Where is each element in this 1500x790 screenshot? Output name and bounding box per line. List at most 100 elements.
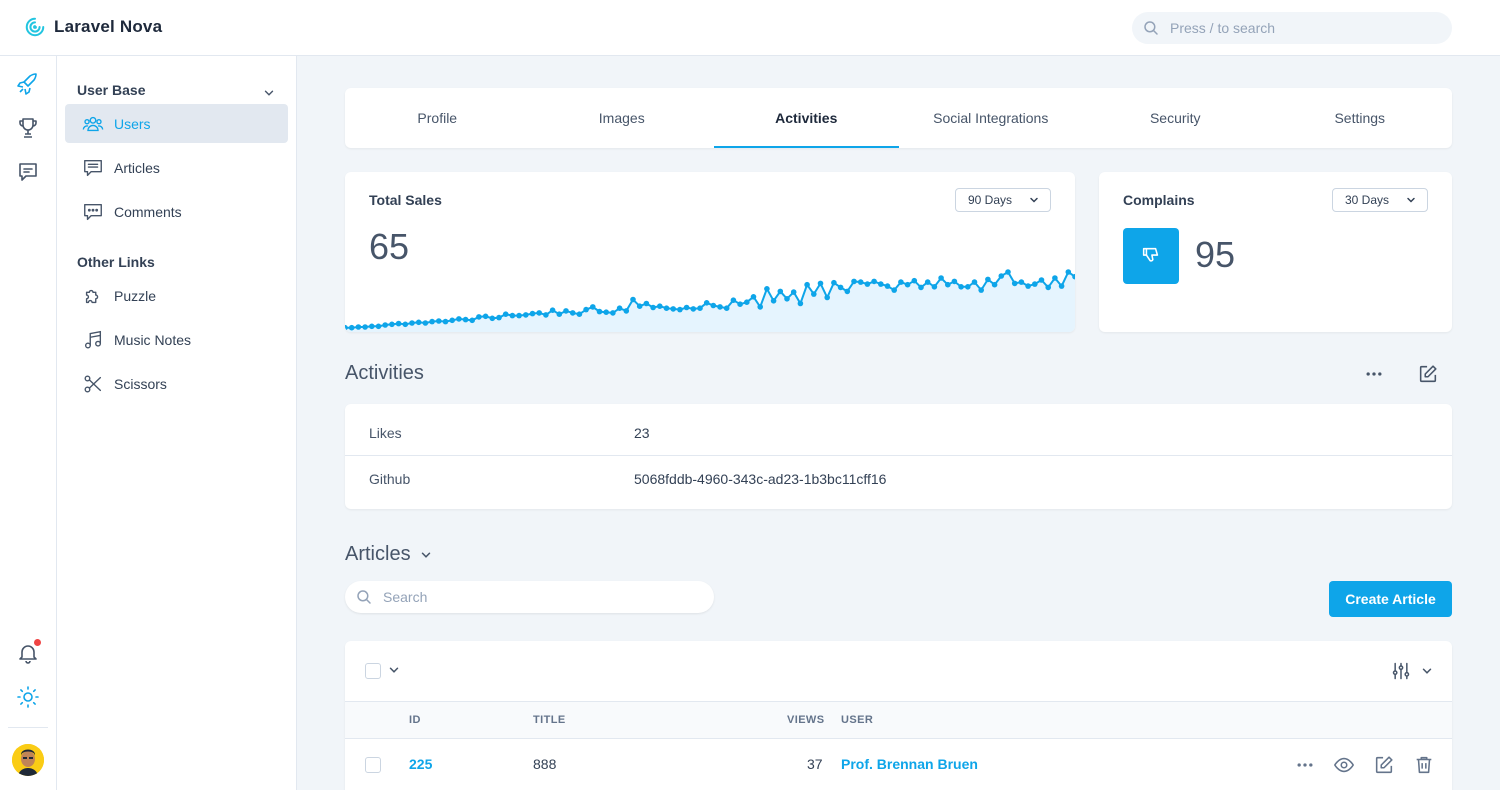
articles-heading[interactable]: Articles [345, 543, 433, 566]
tab-profile[interactable]: Profile [417, 110, 458, 126]
sales-point [1011, 280, 1018, 287]
filter-sliders-icon[interactable] [1391, 661, 1411, 681]
rail-divider [8, 727, 48, 728]
sales-point [382, 322, 388, 328]
articles-search[interactable] [345, 581, 714, 613]
sidebar-item-music-notes[interactable]: Music Notes [65, 320, 288, 359]
sales-point [777, 288, 784, 295]
detail-label: Likes [369, 425, 402, 441]
sidebar-item-users[interactable]: Users [65, 104, 288, 143]
column-header-views[interactable]: VIEWS [787, 714, 825, 726]
trash-icon[interactable] [1413, 754, 1435, 776]
sales-point [482, 313, 489, 320]
sales-point [824, 294, 830, 301]
edit-icon[interactable] [1416, 362, 1440, 386]
tab-activities[interactable]: Activities [714, 88, 899, 148]
tab-images[interactable]: Images [598, 110, 645, 126]
chevron-down-icon [419, 548, 433, 562]
column-header-title[interactable]: TITLE [533, 714, 566, 726]
sales-point [710, 302, 717, 309]
bell-icon[interactable] [16, 638, 42, 665]
top-header: Laravel Nova [0, 0, 1500, 56]
global-search[interactable] [1132, 12, 1452, 44]
sales-point [871, 278, 877, 285]
detail-row-likes: Likes 23 [345, 404, 1452, 456]
create-article-button[interactable]: Create Article [1329, 581, 1452, 617]
sales-point [898, 279, 904, 285]
sales-point [436, 318, 442, 324]
table-header: ID TITLE VIEWS USER [345, 701, 1452, 739]
edit-icon[interactable] [1373, 754, 1395, 776]
detail-row-github: Github 5068fddb-4960-343c-ad23-1b3bc11cf… [345, 456, 1452, 508]
sales-point [355, 324, 362, 330]
sales-point [878, 281, 884, 287]
group-title-user-base[interactable]: User Base [77, 82, 146, 98]
articles-search-input[interactable] [383, 589, 683, 605]
global-search-input[interactable] [1170, 20, 1430, 36]
avatar[interactable] [12, 744, 44, 776]
complains-value: 95 [1195, 234, 1236, 275]
sales-point [938, 275, 944, 281]
column-header-user[interactable]: USER [841, 714, 874, 726]
row-user-link[interactable]: Prof. Brennan Bruen [841, 756, 978, 772]
brand[interactable]: Laravel Nova [24, 16, 162, 38]
tab-social-integrations[interactable]: Social Integrations [933, 110, 1049, 126]
row-id-link[interactable]: 225 [409, 756, 433, 772]
range-value: 30 Days [1345, 193, 1390, 207]
sales-point [971, 279, 978, 285]
sales-point [1045, 284, 1051, 291]
sales-point [603, 309, 609, 315]
column-header-id[interactable]: ID [409, 714, 421, 726]
search-icon [355, 588, 373, 606]
puzzle-icon [82, 285, 104, 307]
sidebar-item-scissors[interactable]: Scissors [65, 364, 288, 403]
sales-point [844, 288, 851, 295]
sales-point [750, 294, 757, 300]
tab-security[interactable]: Security [1149, 110, 1201, 126]
sales-point [857, 279, 864, 285]
range-value: 90 Days [968, 193, 1013, 207]
detail-label: Github [369, 471, 411, 487]
chevron-down-icon[interactable] [262, 86, 276, 100]
row-views: 37 [807, 756, 823, 772]
sales-point [529, 310, 536, 317]
sales-point [683, 304, 690, 311]
sidebar: User Base Users Articles Comments Other … [57, 56, 297, 790]
more-options-icon[interactable] [1295, 755, 1315, 775]
more-options-icon[interactable] [1362, 362, 1386, 386]
sales-point [415, 319, 422, 326]
view-eye-icon[interactable] [1333, 754, 1355, 776]
sales-point [1025, 283, 1031, 289]
rocket-icon[interactable] [16, 72, 40, 96]
sales-point [945, 281, 951, 288]
music-note-icon [82, 329, 104, 351]
sales-point [1005, 269, 1011, 275]
sales-point [764, 286, 770, 292]
sales-point [723, 305, 730, 311]
row-checkbox[interactable] [365, 757, 381, 773]
chevron-down-icon[interactable] [1420, 664, 1434, 678]
tab-settings[interactable]: Settings [1334, 110, 1386, 126]
chat-icon[interactable] [16, 160, 40, 184]
sales-point [1052, 275, 1058, 281]
sidebar-item-comments[interactable]: Comments [65, 192, 288, 231]
select-all-checkbox[interactable] [365, 663, 381, 679]
sales-point [616, 305, 623, 311]
sales-point [576, 311, 583, 317]
article-chat-icon [82, 157, 104, 179]
sales-point [804, 281, 810, 288]
sales-point [757, 304, 763, 310]
sales-point [556, 311, 563, 317]
complains-range-select[interactable]: 30 Days [1332, 188, 1428, 212]
sidebar-item-label: Music Notes [114, 331, 192, 348]
sidebar-item-label: Articles [114, 159, 160, 176]
total-sales-range-select[interactable]: 90 Days [955, 188, 1051, 212]
sidebar-item-puzzle[interactable]: Puzzle [65, 276, 288, 315]
comment-icon [82, 201, 104, 223]
sun-icon[interactable] [16, 685, 40, 709]
sidebar-item-articles[interactable]: Articles [65, 148, 288, 187]
sales-point [462, 316, 469, 323]
trophy-icon[interactable] [16, 116, 40, 140]
sales-point [422, 320, 429, 326]
chevron-down-icon[interactable] [387, 663, 401, 677]
